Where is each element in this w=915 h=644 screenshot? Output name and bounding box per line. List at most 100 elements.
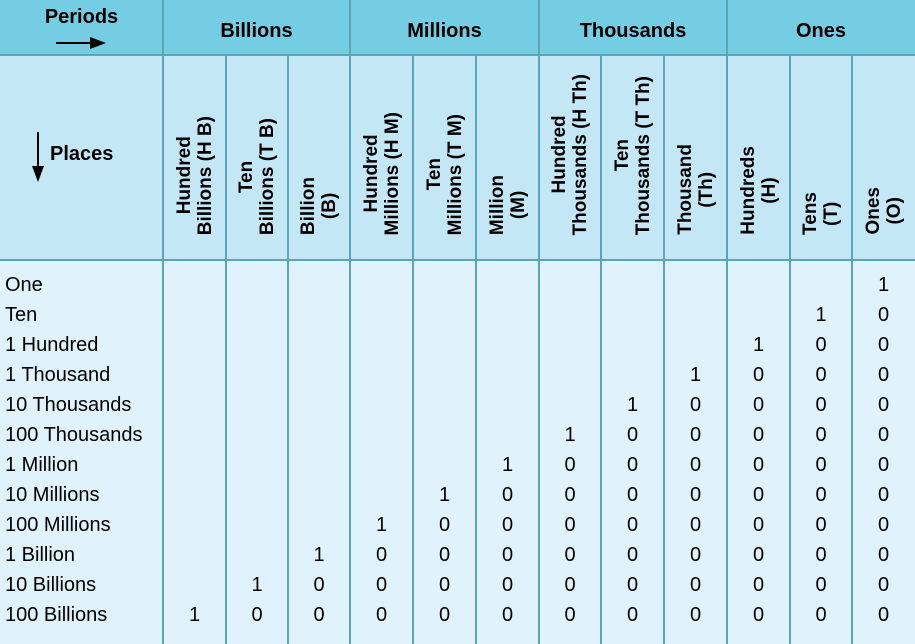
place-header-line: Million [486,174,508,235]
divider [0,259,915,261]
table-cell: 0 [689,574,702,596]
table-cell: 0 [752,424,765,446]
table-cell: 0 [501,544,514,566]
table-cell: 0 [689,454,702,476]
periods-corner: Periods [0,0,163,55]
table-cell: 0 [626,544,639,566]
place-header-line: Ones [862,187,884,235]
table-cell: 1 [815,304,827,326]
divider [0,54,915,56]
divider [349,0,351,644]
table-cell: 0 [877,514,890,536]
table-cell: 1 [188,604,201,626]
table-cell: 0 [877,454,890,476]
table-cell: 0 [626,514,639,536]
table-cell: 0 [313,604,325,626]
place-header: Ten Billions (T B) [226,57,288,235]
table-cell: 0 [501,604,514,626]
period-header-ones: Ones [795,20,847,42]
place-header: Billion (B) [288,57,350,235]
place-header-line: Tens [800,192,821,235]
place-header-line: (T) [821,201,842,226]
place-header-line: Hundred [173,136,195,215]
divider [225,55,227,644]
place-header-label: Ones (O) [863,187,905,235]
table-cell: 1 [251,574,263,596]
place-header-label: Hundred Millions (H M) [361,112,403,235]
place-header-line: Billion [298,176,319,235]
table-cell: 1 [375,514,388,536]
row-label: 100 Millions [5,514,111,536]
table-cell: 0 [815,484,827,506]
table-cell: 0 [877,364,890,386]
table-cell: 0 [877,574,890,596]
place-header-label: Thousand (Th) [675,144,717,235]
place-header-label: Hundred Billions (H B) [174,116,216,235]
table-cell: 0 [815,604,827,626]
table-cell: 0 [564,484,576,506]
table-cell: 0 [626,574,639,596]
table-cell: 0 [752,604,765,626]
divider [789,55,791,644]
place-header-line: Thousands (H Th) [570,73,591,235]
place-header-line: Ten [236,160,257,193]
row-label: 1 Billion [5,544,76,566]
places-label: Places [50,143,114,165]
periods-label: Periods [44,6,119,28]
place-header-line: Millions (H M) [381,111,403,235]
row-label: One [5,274,43,296]
place-header-line: (O) [883,197,905,225]
table-cell: 0 [877,484,890,506]
table-cell: 0 [564,604,576,626]
table-cell: 1 [501,454,514,476]
table-cell: 0 [752,574,765,596]
place-header-label: Ten Billions (T B) [236,118,278,235]
table-cell: 1 [564,424,576,446]
place-header-line: (B) [319,192,340,220]
places-header-row [0,55,915,260]
table-cell: 0 [564,574,576,596]
table-cell: 0 [689,424,702,446]
divider [663,55,665,644]
place-header-label: Billion (B) [298,177,340,235]
table-cell: 0 [815,394,827,416]
table-cell: 1 [313,544,325,566]
row-label: 10 Millions [5,484,100,506]
place-header-line: Hundreds [737,146,759,235]
table-cell: 0 [626,604,639,626]
table-cell: 0 [752,394,765,416]
table-cell: 0 [689,544,702,566]
table-cell: 0 [689,514,702,536]
row-label: 1 Thousand [5,364,111,386]
row-label: 10 Thousands [5,394,132,416]
row-label: 10 Billions [5,574,97,596]
place-header: Hundred Thousands (H Th) [539,57,601,235]
table-cell: 0 [564,544,576,566]
table-cell: 0 [877,424,890,446]
table-cell: 0 [438,574,451,596]
place-header-line: Thousands (T Th) [632,75,654,235]
place-header: Thousand (Th) [664,57,727,235]
arrow-right-icon [56,37,106,49]
table-cell: 1 [877,274,890,296]
table-cell: 0 [501,574,514,596]
table-cell: 1 [752,334,765,356]
divider [162,0,164,644]
row-label: 100 Thousands [5,424,143,446]
place-header-line: Billions (T B) [257,117,278,235]
table-cell: 0 [815,454,827,476]
table-body [0,260,915,644]
table-cell: 0 [313,574,325,596]
table-cell: 0 [752,484,765,506]
table-cell: 0 [752,364,765,386]
table-cell: 0 [626,484,639,506]
table-cell: 0 [815,544,827,566]
place-header-label: Hundreds (H) [738,146,780,235]
place-header-line: Hundred [549,115,570,194]
table-cell: 0 [815,334,827,356]
table-cell: 0 [815,574,827,596]
table-cell: 0 [251,604,263,626]
table-cell: 0 [564,514,576,536]
period-header-millions: Millions [407,20,482,42]
table-cell: 0 [375,544,388,566]
